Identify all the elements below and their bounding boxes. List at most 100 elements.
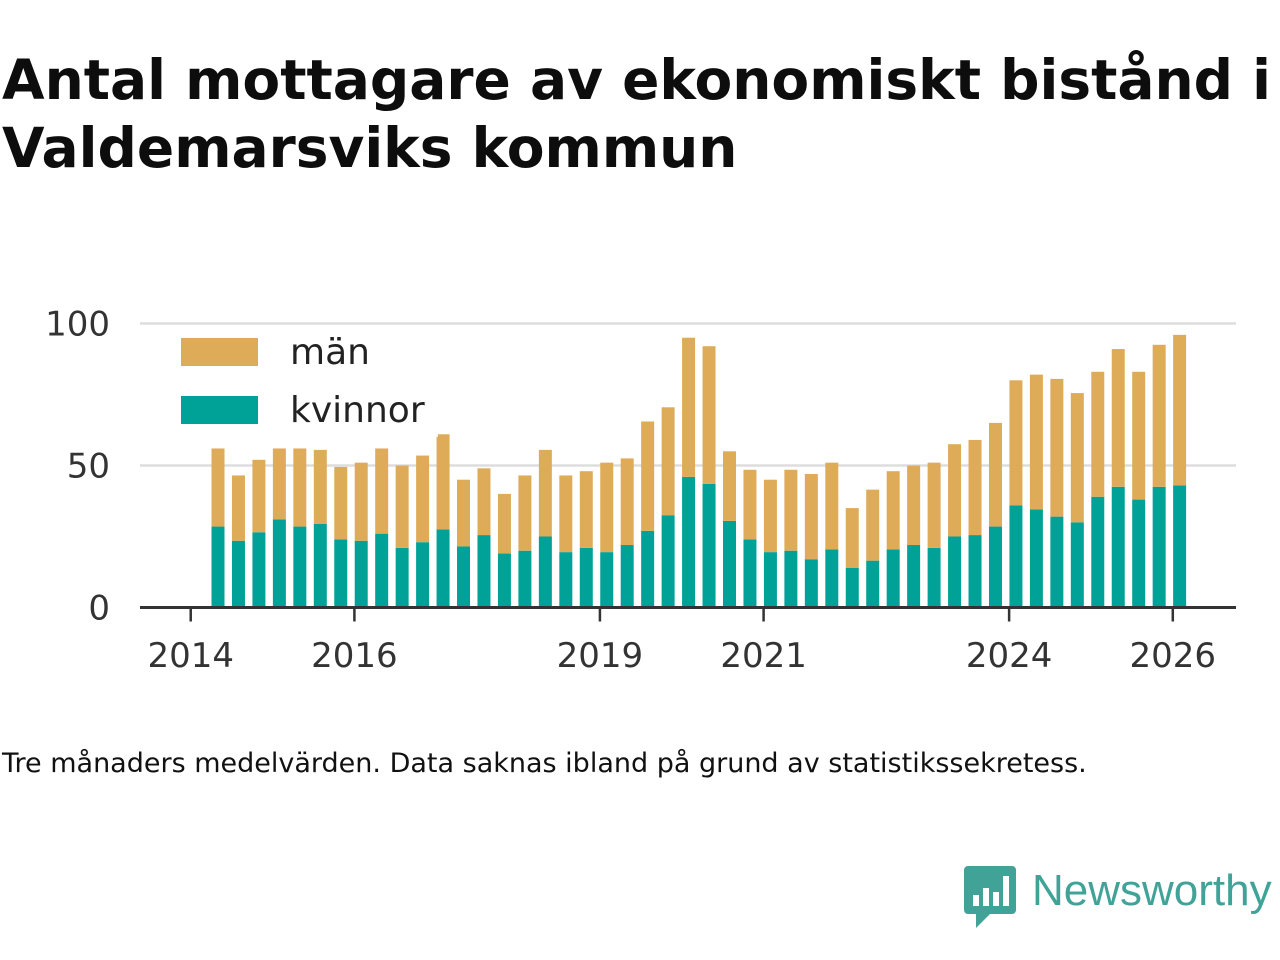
x-tick-label: 2014: [147, 636, 234, 676]
bar-kvinnor: [559, 552, 573, 608]
legend-swatch-kvinnor: [181, 396, 258, 424]
bar-män: [559, 475, 573, 553]
bar-män: [600, 462, 614, 553]
x-tick-label: 2019: [557, 636, 644, 676]
bar-män: [886, 471, 900, 550]
bar-män: [477, 468, 491, 536]
bar-män: [518, 475, 532, 551]
x-tick-label: 2021: [720, 636, 807, 676]
bar-män: [538, 449, 552, 537]
bar-män: [702, 346, 716, 484]
y-tick-label: 50: [67, 447, 110, 487]
bar-kvinnor: [1173, 485, 1187, 608]
bar-kvinnor: [907, 545, 921, 608]
bar-kvinnor: [1132, 499, 1146, 608]
bar-kvinnor: [497, 553, 511, 608]
bar-män: [436, 434, 450, 530]
bar-män: [620, 458, 634, 546]
bar-kvinnor: [375, 533, 389, 608]
bar-män: [641, 421, 655, 531]
x-tick-labels: 2014 2016 2019 2021 2024 2026: [147, 636, 1216, 676]
x-axis: [140, 606, 1236, 622]
bar-män: [1132, 371, 1146, 500]
y-tick-label: 0: [88, 589, 110, 629]
bar-kvinnor: [211, 526, 225, 608]
bar-män: [375, 448, 389, 534]
bar-män: [845, 508, 859, 568]
footnote: Tre månaders medelvärden. Data saknas ib…: [2, 748, 1087, 779]
bar-kvinnor: [1050, 516, 1064, 608]
bar-män: [743, 469, 757, 540]
bar-kvinnor: [845, 567, 859, 608]
x-tick-label: 2026: [1130, 636, 1217, 676]
bar-kvinnor: [743, 539, 757, 608]
x-tick-label: 2024: [966, 636, 1053, 676]
bar-män: [968, 439, 982, 536]
bar-män: [334, 466, 348, 540]
bar-kvinnor: [538, 536, 552, 608]
bar-män: [231, 475, 245, 541]
bar-kvinnor: [1111, 486, 1125, 608]
bar-män: [988, 422, 1002, 527]
bar-män: [211, 448, 225, 527]
bar-män: [1050, 378, 1064, 517]
bar-kvinnor: [272, 519, 286, 608]
chart-title: Antal mottagare av ekonomiskt bistånd i …: [2, 48, 1272, 180]
bar-män: [763, 479, 777, 553]
bar-män: [825, 462, 839, 550]
bar-män: [927, 462, 941, 548]
bar-män: [457, 479, 471, 547]
bar-män: [1111, 349, 1125, 487]
stacked-bar-chart: 0 50 100 2014 2016 2019 2021 2024 2026 män kvinn…: [45, 305, 1236, 676]
bar-kvinnor: [252, 532, 266, 608]
bar-kvinnor: [395, 547, 409, 608]
bar-kvinnor: [927, 547, 941, 608]
bar-män: [272, 448, 286, 520]
bar-kvinnor: [457, 546, 471, 608]
bar-kvinnor: [641, 530, 655, 608]
bar-kvinnor: [1091, 496, 1105, 608]
bar-kvinnor: [231, 540, 245, 608]
bar-män: [579, 471, 593, 548]
bar-män: [661, 407, 675, 516]
bar-kvinnor: [763, 552, 777, 608]
bar-kvinnor: [1070, 522, 1084, 608]
y-tick-labels: 0 50 100: [45, 305, 110, 629]
bar-kvinnor: [784, 550, 798, 608]
bar-kvinnor: [1029, 509, 1043, 608]
bar-kvinnor: [988, 526, 1002, 608]
bar-kvinnor: [293, 526, 307, 608]
bar-kvinnor: [948, 536, 962, 608]
bar-män: [682, 337, 696, 477]
legend-label-kvinnor: kvinnor: [290, 390, 425, 431]
bar-män: [1091, 371, 1105, 497]
bar-män: [497, 493, 511, 554]
bar-kvinnor: [968, 535, 982, 608]
bar-män: [1173, 334, 1187, 486]
bar-män: [252, 459, 266, 533]
bar-kvinnor: [886, 549, 900, 608]
bar-kvinnor: [866, 560, 880, 608]
bar-män: [313, 449, 327, 524]
legend-label-män: män: [290, 332, 370, 373]
bar-män: [354, 462, 368, 541]
bar-män: [907, 465, 921, 546]
bar-kvinnor: [1152, 486, 1166, 608]
newsworthy-logo-icon: [964, 866, 1016, 928]
bar-kvinnor: [682, 476, 696, 608]
brand-name: Newsworthy: [1032, 866, 1272, 915]
bars: [211, 334, 1187, 608]
legend-swatch-män: [181, 338, 258, 366]
bar-män: [804, 474, 818, 560]
bar-kvinnor: [702, 483, 716, 608]
bar-kvinnor: [620, 545, 634, 608]
bar-kvinnor: [1009, 505, 1023, 608]
bar-män: [1152, 344, 1166, 487]
bar-män: [948, 444, 962, 537]
x-tick-label: 2016: [311, 636, 398, 676]
bar-män: [1009, 380, 1023, 506]
bar-kvinnor: [723, 520, 736, 608]
bar-kvinnor: [600, 552, 614, 608]
bar-kvinnor: [661, 515, 675, 608]
bar-kvinnor: [804, 559, 818, 608]
